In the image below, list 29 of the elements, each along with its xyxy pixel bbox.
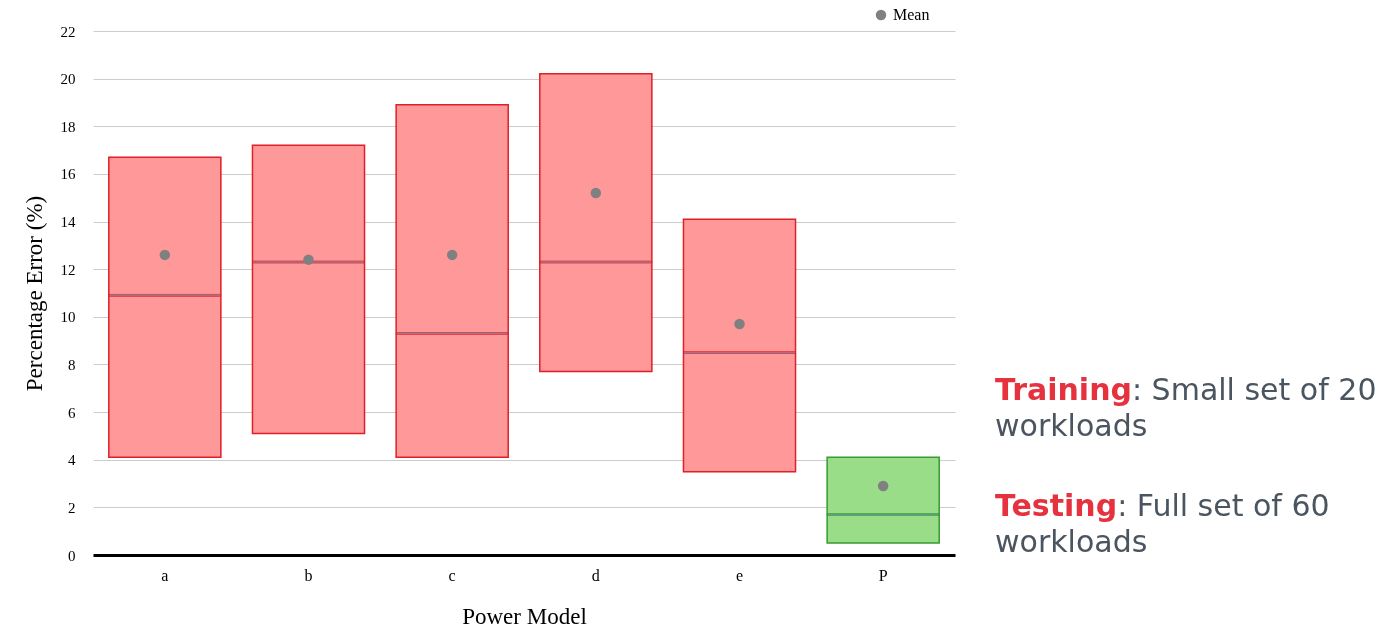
- y-tick-label: 6: [68, 404, 76, 421]
- point: [446, 249, 458, 261]
- point: [303, 254, 314, 265]
- y-tick-label: 2: [68, 499, 76, 516]
- text: Training: Small set of 20 workloads: [995, 372, 1378, 444]
- y-tick-label: 8: [68, 356, 76, 373]
- y-tick-label: 16: [60, 166, 76, 183]
- point: [159, 249, 171, 261]
- point: [734, 318, 745, 330]
- x-tick-label: a: [161, 566, 169, 584]
- x-tick-label: e: [735, 566, 744, 584]
- x-tick-label: b: [304, 566, 313, 584]
- y-tick-label: 22: [60, 23, 76, 40]
- y-tick-label: 0: [68, 547, 76, 564]
- point: [590, 187, 602, 199]
- y-tick-label: 14: [60, 214, 76, 231]
- y-tick-label: 12: [60, 261, 76, 278]
- y-tick-label: 18: [60, 118, 76, 135]
- y-tick-label: 10: [60, 309, 76, 326]
- x-tick-label: c: [448, 566, 456, 584]
- y-tick-label: 20: [60, 71, 76, 88]
- x-tick-label: P: [878, 566, 888, 584]
- text: Testing: Full set of 60 workloads: [995, 488, 1331, 560]
- legend-label: Mean: [893, 6, 930, 23]
- point: [877, 480, 889, 492]
- y-axis-title: Percentage Error (%): [21, 195, 47, 392]
- x-tick-label: d: [591, 566, 600, 584]
- y-tick-label: 4: [68, 452, 76, 469]
- x-axis-title: Power Model: [462, 603, 587, 629]
